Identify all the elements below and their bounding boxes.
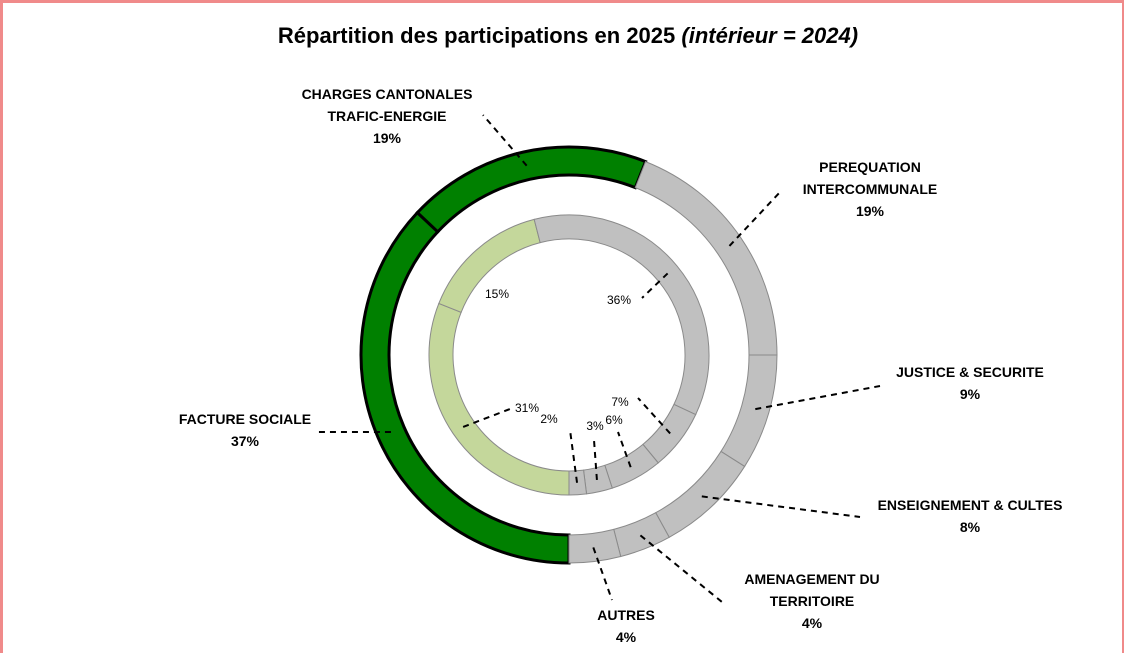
leader-line bbox=[592, 547, 613, 601]
segment-label: JUSTICE & SECURITE 9% bbox=[896, 364, 1044, 402]
title-main: Répartition des participations en 2025 bbox=[278, 23, 675, 48]
value-label: 4% bbox=[616, 629, 637, 645]
title-note: (intérieur = 2024) bbox=[681, 23, 858, 48]
segment-label: CHARGES CANTONALES TRAFIC-ENERGIE 19% bbox=[302, 86, 473, 146]
value-label: 8% bbox=[960, 519, 981, 535]
value-label: 6% bbox=[605, 413, 623, 427]
segment bbox=[720, 354, 778, 468]
label-line: ENSEIGNEMENT & CULTES bbox=[878, 497, 1063, 513]
leader-line bbox=[728, 189, 783, 247]
chart-title: Répartition des participations en 2025 (… bbox=[278, 23, 858, 48]
value-label: 9% bbox=[960, 386, 981, 402]
value-label: 3% bbox=[586, 419, 604, 433]
value-label: 7% bbox=[611, 395, 629, 409]
segment-label: AUTRES 4% bbox=[597, 607, 655, 645]
segment-label: PEREQUATION INTERCOMMUNALE 19% bbox=[803, 159, 938, 219]
leader-line bbox=[462, 408, 511, 428]
label-line: CHARGES CANTONALES bbox=[302, 86, 473, 102]
value-label: 19% bbox=[856, 203, 885, 219]
label-line: AMENAGEMENT DU bbox=[744, 571, 879, 587]
segment bbox=[655, 450, 746, 538]
segment bbox=[533, 214, 710, 416]
value-label: 31% bbox=[515, 401, 539, 415]
segment bbox=[428, 302, 570, 496]
segment-label: FACTURE SOCIALE 37% bbox=[179, 411, 311, 449]
label-line: JUSTICE & SECURITE bbox=[896, 364, 1044, 380]
label-line: FACTURE SOCIALE bbox=[179, 411, 311, 427]
label-line: INTERCOMMUNALE bbox=[803, 181, 938, 197]
label-line: AUTRES bbox=[597, 607, 655, 623]
leader-line bbox=[569, 429, 579, 483]
leader-line bbox=[701, 495, 861, 518]
value-label: 19% bbox=[373, 130, 402, 146]
label-line: TERRITOIRE bbox=[770, 593, 855, 609]
value-label: 36% bbox=[607, 293, 631, 307]
label-line: TRAFIC-ENERGIE bbox=[328, 108, 447, 124]
leader-line bbox=[639, 534, 723, 603]
leader-line bbox=[593, 439, 598, 480]
value-label: 15% bbox=[485, 287, 509, 301]
leader-line bbox=[637, 397, 671, 435]
leader-line bbox=[641, 272, 669, 299]
value-label: 2% bbox=[540, 412, 558, 426]
leader-line bbox=[482, 114, 528, 167]
segment-label: AMENAGEMENT DU TERRITOIRE 4% bbox=[744, 571, 879, 631]
label-line: PEREQUATION bbox=[819, 159, 921, 175]
segment-label: ENSEIGNEMENT & CULTES 8% bbox=[878, 497, 1063, 535]
value-label: 37% bbox=[231, 433, 260, 449]
value-label: 4% bbox=[802, 615, 823, 631]
segment bbox=[415, 145, 648, 234]
segment bbox=[568, 528, 622, 564]
